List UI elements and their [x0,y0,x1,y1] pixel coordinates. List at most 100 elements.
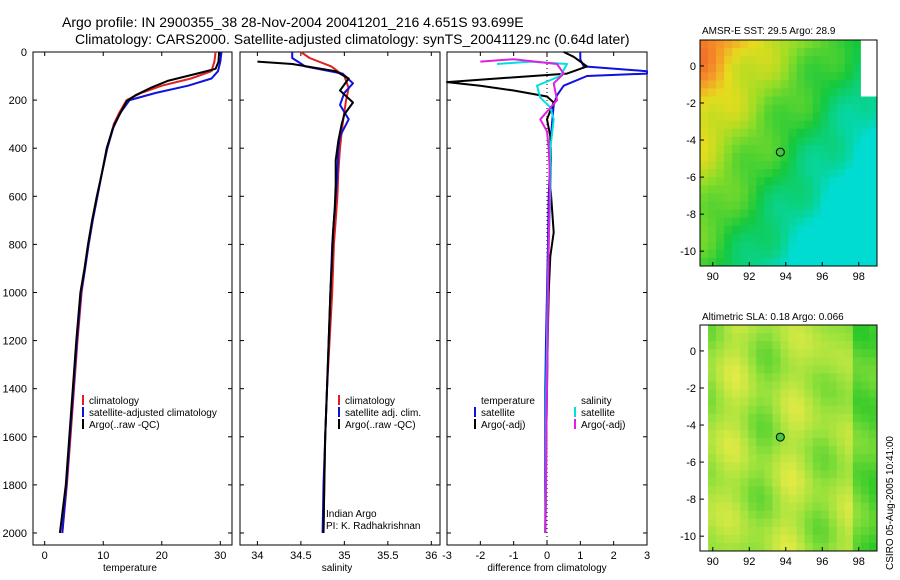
heatmap-cell [756,193,765,202]
heatmap-cell [812,169,822,178]
heatmap-cell [756,405,765,415]
heatmap-cell [708,249,717,259]
heatmap-cell [724,429,733,439]
heatmap-cell [772,349,781,358]
heatmap-cell [828,325,838,334]
heatmap-cell [804,169,814,178]
heatmap-cell [740,325,749,334]
heatmap-cell [748,209,757,218]
heatmap-cell [764,389,773,399]
heatmap-cell [852,72,862,81]
heatmap-cell [812,144,822,154]
heatmap-cell [796,225,805,235]
heatmap-cell [812,193,822,202]
heatmap-cell [804,64,814,73]
map-y-tick-label: -10 [680,531,696,543]
heatmap-cell [772,209,781,218]
heatmap-cell [836,64,846,73]
heatmap-cell [732,72,741,81]
heatmap-cell [812,104,822,114]
heatmap-cell [716,333,725,342]
heatmap-cell [700,112,709,122]
heatmap-cell [716,325,725,334]
heatmap-cell [836,462,846,471]
heatmap-cell [812,510,822,520]
heatmap-cell [772,144,781,154]
heatmap-cell [868,56,878,65]
heatmap-cell [812,88,822,97]
heatmap-cell [796,446,805,455]
heatmap-cell [708,486,717,495]
heatmap-cell [812,225,822,235]
heatmap-cell [700,128,709,138]
heatmap-cell [796,510,805,520]
heatmap-cell [868,421,878,431]
heatmap-cell [812,446,822,455]
heatmap-cell [852,518,862,528]
heatmap-cell [788,217,797,227]
heatmap-cell [820,494,830,503]
heatmap-cell [724,502,733,512]
heatmap-cell [780,502,789,512]
heatmap-cell [748,40,757,49]
heatmap-cell [716,341,725,350]
heatmap-cell [820,161,830,170]
heatmap-cell [860,120,870,130]
heatmap-cell [724,413,733,423]
heatmap-cell [740,542,749,552]
heatmap-cell [700,373,709,382]
heatmap-cell [796,193,805,202]
heatmap-cell [756,454,765,463]
heatmap-cell [836,446,846,455]
heatmap-cell [724,518,733,528]
heatmap-cell [732,112,741,122]
heatmap-cell [852,169,862,178]
heatmap-cell [820,257,830,267]
heatmap-cell [764,144,773,154]
heatmap-cell [788,120,797,130]
heatmap-cell [788,542,797,552]
heatmap-cell [844,64,854,73]
heatmap-cell [732,542,741,552]
heatmap-cell [724,80,733,89]
heatmap-cell [788,96,797,105]
heatmap-cell [732,397,741,407]
map-x-tick-label: 94 [780,556,792,568]
heatmap-cell [700,193,709,202]
heatmap-cell [740,357,749,366]
heatmap-cell [860,518,870,528]
heatmap-cell [700,478,709,487]
heatmap-cell [788,56,797,65]
heatmap-cell [868,217,878,227]
heatmap-cell [836,217,846,227]
heatmap-cell [788,136,797,146]
heatmap-cell [748,104,757,114]
heatmap-cell [780,405,789,415]
heatmap-cell [788,518,797,528]
heatmap-cell [828,201,838,210]
sla-map-title: Altimetric SLA: 0.18 Argo: 0.066 [702,312,844,323]
heatmap-cell [852,209,862,218]
heatmap-cell [812,249,822,259]
heatmap-cell [868,510,878,520]
series-satellite-adjusted-climatology [61,51,223,534]
heatmap-cell [804,201,814,210]
series-salinity-argo-adj [480,58,565,534]
heatmap-cell [836,341,846,350]
heatmap-cell [700,217,709,227]
heatmap-cell [836,526,846,536]
heatmap-cell [820,225,830,235]
heatmap-cell [740,241,749,251]
heatmap-cell [772,193,781,202]
heatmap-cell [868,136,878,146]
heatmap-cell [796,169,805,178]
heatmap-cell [820,470,830,479]
heatmap-cell [740,112,749,122]
heatmap-cell [868,48,878,57]
heatmap-cell [708,201,717,210]
heatmap-cell [860,144,870,154]
heatmap-cell [844,341,854,350]
heatmap-cell [740,518,749,528]
heatmap-cell [796,217,805,227]
heatmap-cell [740,144,749,154]
